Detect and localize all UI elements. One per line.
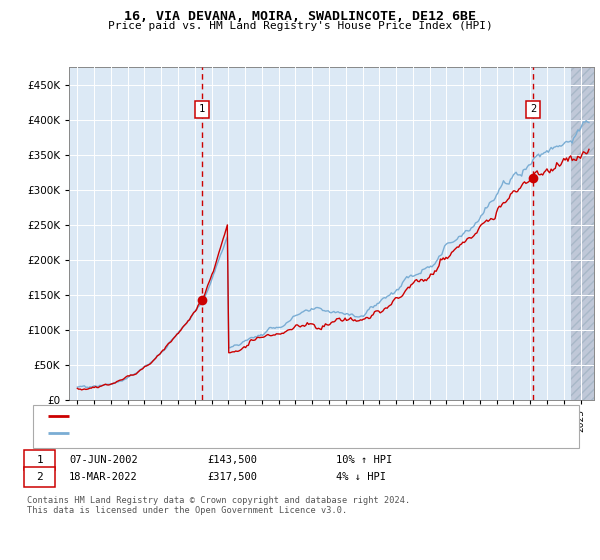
Text: £143,500: £143,500	[207, 455, 257, 465]
Text: HPI: Average price, detached house, North West Leicestershire: HPI: Average price, detached house, Nort…	[72, 428, 430, 438]
Text: 16, VIA DEVANA, MOIRA, SWADLINCOTE, DE12 6BE (detached house): 16, VIA DEVANA, MOIRA, SWADLINCOTE, DE12…	[72, 412, 430, 421]
Text: 4% ↓ HPI: 4% ↓ HPI	[336, 472, 386, 482]
Text: Price paid vs. HM Land Registry's House Price Index (HPI): Price paid vs. HM Land Registry's House …	[107, 21, 493, 31]
Text: 2: 2	[530, 104, 536, 114]
Text: 18-MAR-2022: 18-MAR-2022	[69, 472, 138, 482]
Bar	[571, 67, 594, 400]
Text: 2: 2	[36, 472, 43, 482]
Text: £317,500: £317,500	[207, 472, 257, 482]
Text: 07-JUN-2002: 07-JUN-2002	[69, 455, 138, 465]
Text: 10% ↑ HPI: 10% ↑ HPI	[336, 455, 392, 465]
Text: Contains HM Land Registry data © Crown copyright and database right 2024.
This d: Contains HM Land Registry data © Crown c…	[27, 496, 410, 515]
Text: 1: 1	[36, 455, 43, 465]
Text: 16, VIA DEVANA, MOIRA, SWADLINCOTE, DE12 6BE: 16, VIA DEVANA, MOIRA, SWADLINCOTE, DE12…	[124, 10, 476, 23]
Text: 1: 1	[199, 104, 205, 114]
